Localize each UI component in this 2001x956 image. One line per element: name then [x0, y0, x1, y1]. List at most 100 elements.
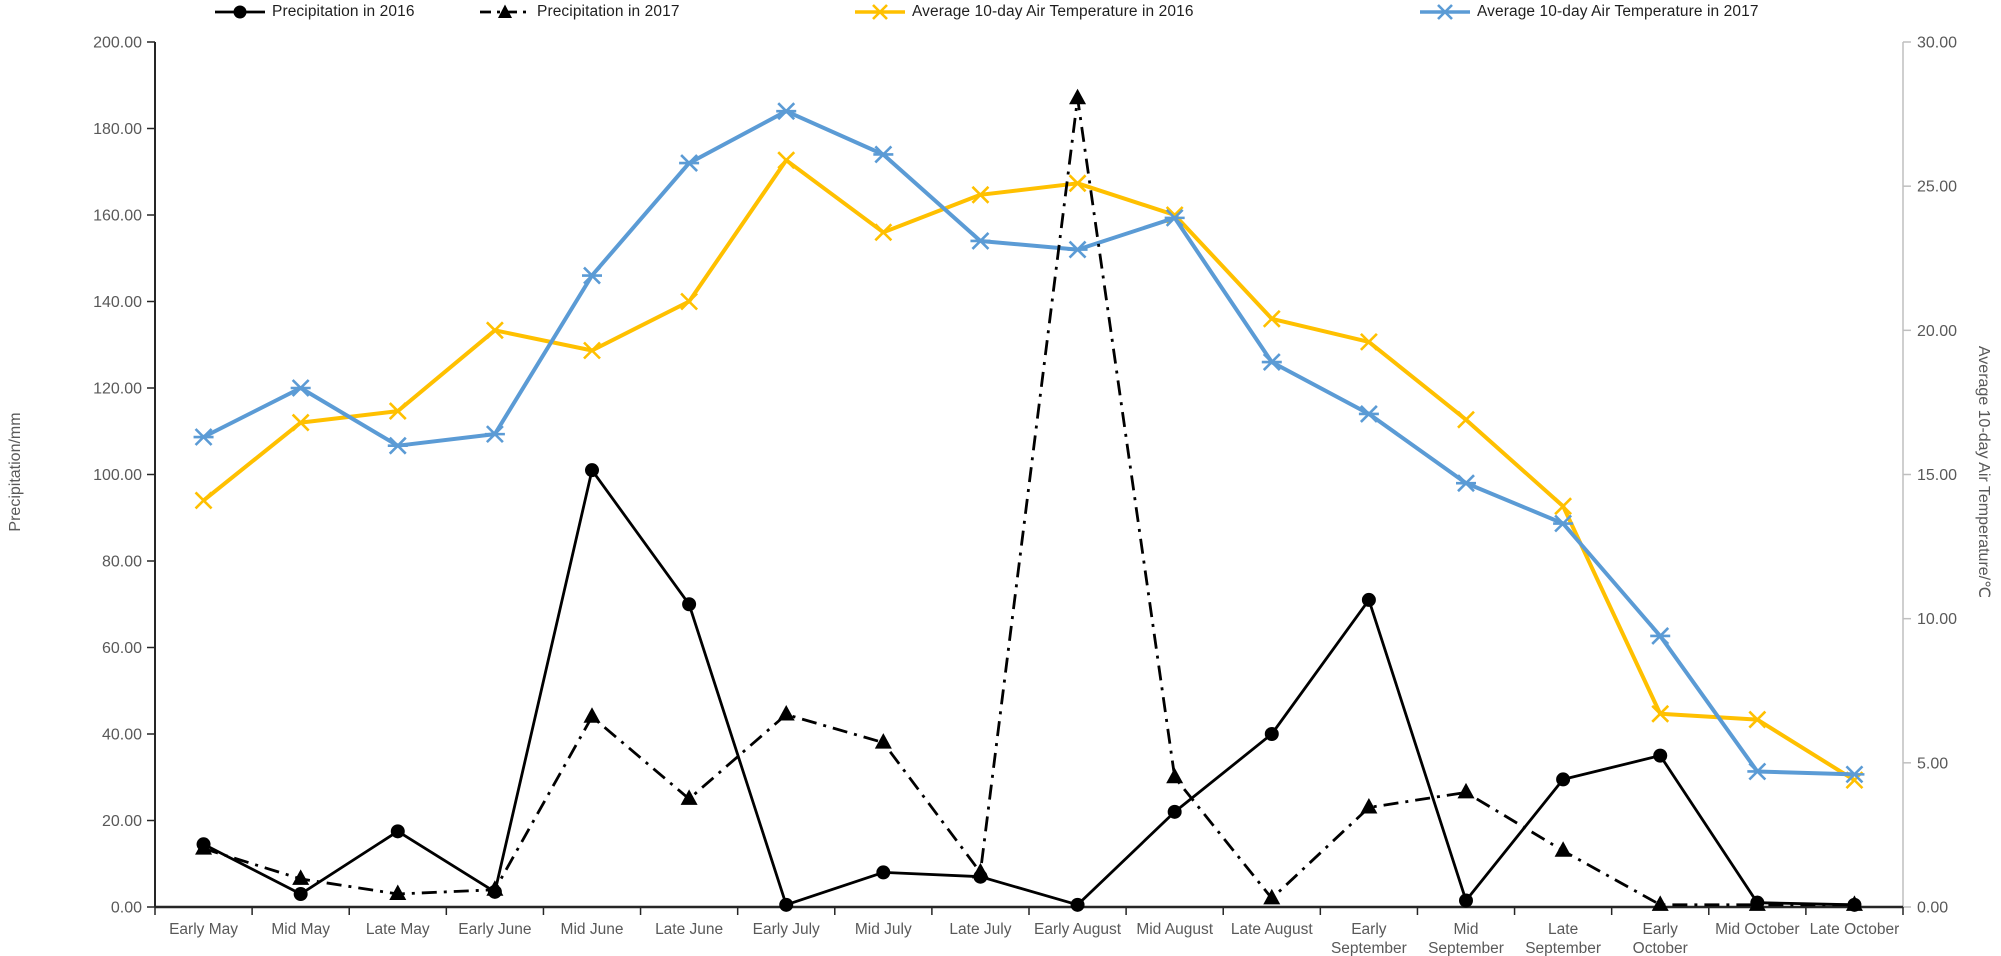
- dashdot-triangle-marker-icon: [480, 4, 530, 18]
- right-axis-tick-label: 10.00: [1917, 611, 1957, 628]
- legend-label: Average 10-day Air Temperature in 2016: [912, 3, 1194, 20]
- data-point-triangle: [486, 880, 504, 896]
- x-axis-label: Early September: [1331, 921, 1407, 956]
- data-point-triangle: [1457, 782, 1475, 799]
- data-point-x: [1457, 410, 1475, 429]
- data-point-star: [873, 145, 894, 164]
- x-axis-label: Late June: [655, 921, 723, 938]
- data-point-x: [485, 321, 504, 340]
- line-star-marker-icon: [1420, 4, 1470, 20]
- data-point-x: [194, 491, 213, 510]
- data-point-x: [1068, 174, 1087, 193]
- x-axis-label: Early July: [753, 921, 820, 938]
- left-axis-tick-label: 0.00: [111, 900, 142, 917]
- data-point-triangle: [1069, 88, 1087, 105]
- data-point-triangle: [195, 839, 213, 855]
- data-point-x: [971, 185, 990, 204]
- data-point-triangle: [1263, 888, 1281, 905]
- data-point-x: [874, 223, 893, 242]
- series-line-3: [202, 109, 1855, 777]
- data-point-x: [1359, 332, 1378, 351]
- x-axis-label: Early August: [1034, 921, 1122, 938]
- series-line-0: [202, 468, 1855, 907]
- data-point-triangle: [1360, 798, 1378, 814]
- data-point-x: [583, 341, 601, 360]
- x-axis-label: Late July: [949, 921, 1011, 938]
- right-axis-title: Average 10-day Air Temperature/℃: [1975, 345, 1992, 599]
- data-point-triangle: [1651, 895, 1669, 911]
- data-point-x: [1262, 309, 1281, 328]
- series-line-2: [202, 158, 1856, 782]
- left-axis-tick-label: 60.00: [102, 640, 142, 657]
- left-axis-tick-label: 40.00: [102, 727, 142, 744]
- data-point-x: [388, 402, 407, 420]
- x-axis-label: Early May: [169, 921, 238, 938]
- data-point-triangle: [1166, 767, 1184, 784]
- x-axis-label: Mid July: [855, 921, 912, 938]
- data-point-star: [970, 232, 991, 250]
- left-axis-tick-label: 20.00: [102, 813, 142, 830]
- line-x-marker-icon: [855, 4, 905, 20]
- data-point-triangle: [389, 884, 407, 901]
- legend-item-precipitation-2016: Precipitation in 2016: [215, 0, 415, 24]
- data-point-star: [1067, 240, 1088, 259]
- data-point-x: [1554, 497, 1573, 516]
- legend-item-precipitation-2017: Precipitation in 2017: [480, 0, 680, 24]
- data-point-circle: [1459, 893, 1473, 908]
- data-point-triangle: [1748, 895, 1766, 911]
- left-axis-tick-label: 200.00: [93, 35, 142, 52]
- legend-item-temperature-2017: Average 10-day Air Temperature in 2017: [1420, 0, 1759, 24]
- data-point-triangle: [292, 869, 310, 885]
- data-point-star: [290, 379, 311, 397]
- data-point-star: [1358, 405, 1379, 423]
- data-point-triangle: [583, 707, 601, 723]
- x-axis-label: Late May: [366, 921, 430, 938]
- right-axis-tick-label: 20.00: [1917, 323, 1957, 340]
- data-point-star: [1650, 627, 1671, 645]
- data-point-star: [484, 425, 505, 444]
- data-point-circle: [682, 597, 697, 612]
- data-point-circle: [585, 463, 599, 478]
- x-axis-label: Mid September: [1428, 921, 1504, 956]
- data-point-triangle: [1845, 895, 1863, 911]
- data-point-star: [679, 154, 700, 173]
- data-point-x: [291, 413, 310, 432]
- data-point-circle: [1556, 772, 1571, 787]
- data-point-circle: [390, 824, 405, 839]
- data-point-x: [1651, 704, 1670, 723]
- legend-label: Precipitation in 2017: [537, 3, 680, 20]
- data-point-circle: [779, 897, 794, 912]
- right-axis-tick-label: 30.00: [1917, 35, 1957, 52]
- data-point-circle: [1070, 897, 1085, 912]
- data-point-triangle: [1554, 841, 1572, 857]
- right-axis-tick-label: 25.00: [1917, 179, 1957, 196]
- data-point-x: [777, 151, 796, 170]
- left-axis-tick-label: 180.00: [93, 121, 142, 138]
- data-point-star: [1261, 353, 1282, 371]
- data-point-star: [193, 428, 214, 446]
- x-axis-label: Late September: [1525, 921, 1601, 956]
- data-point-star: [1844, 765, 1865, 784]
- x-axis-label: Mid May: [271, 921, 330, 938]
- right-axis-tick-label: 5.00: [1917, 755, 1948, 772]
- data-point-circle: [876, 865, 891, 880]
- x-axis-label: Mid June: [561, 921, 624, 938]
- x-axis-label: Mid October: [1715, 921, 1799, 938]
- line-circle-marker-icon: [215, 5, 265, 19]
- data-point-star: [776, 102, 797, 121]
- data-point-circle: [1653, 748, 1668, 763]
- data-point-circle: [1264, 727, 1279, 741]
- data-point-circle: [1167, 804, 1182, 819]
- data-point-triangle: [874, 733, 892, 749]
- x-axis-label: Early June: [458, 921, 531, 938]
- data-point-star: [1747, 762, 1768, 781]
- left-axis-tick-label: 140.00: [93, 294, 142, 311]
- legend-label: Precipitation in 2016: [272, 3, 415, 20]
- data-point-star: [582, 266, 602, 285]
- data-point-triangle: [777, 705, 795, 721]
- right-axis-tick-label: 0.00: [1917, 900, 1948, 917]
- data-point-star: [1553, 514, 1574, 533]
- data-point-triangle: [680, 789, 698, 805]
